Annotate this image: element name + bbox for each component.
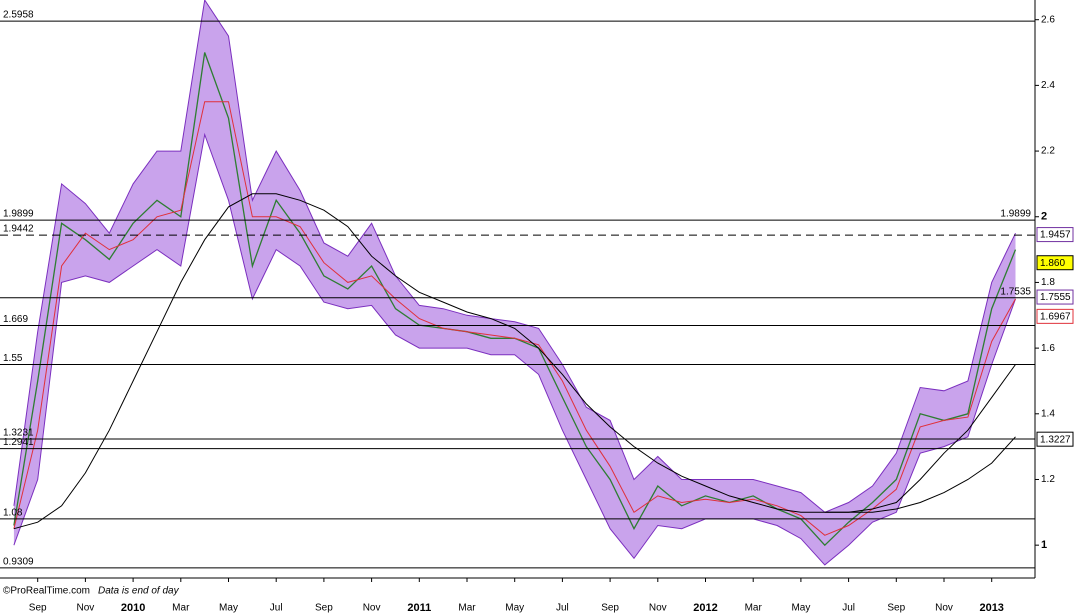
x-tick-label: 2012 [693,602,717,614]
price-tag-label: 1.6967 [1040,311,1071,322]
level-label: 1.9442 [3,224,34,235]
price-tag-label: 1.7555 [1040,292,1071,303]
level-label: 0.9309 [3,556,34,567]
price-tag-label: 1.9457 [1040,230,1071,241]
x-tick-label: May [505,603,524,614]
y-tick-label: 2.6 [1041,14,1055,25]
x-tick-label: Mar [745,603,763,614]
price-tag [1036,308,1074,324]
x-tick-label: 2011 [407,602,431,614]
y-tick-label: 1 [1041,539,1047,551]
x-tick-label: Sep [315,603,333,614]
price-tag-label: 1.3227 [1040,434,1071,445]
x-tick-label: Nov [363,603,381,614]
x-tick-label: Mar [172,603,190,614]
level-label: 1.3231 [3,428,34,439]
y-tick-label: 2.2 [1041,146,1055,157]
y-tick-label: 1.6 [1041,343,1055,354]
x-tick-label: Sep [887,603,905,614]
x-tick-label: Jul [842,603,855,614]
level-label: 1.55 [3,353,23,364]
moving-average [13,101,1016,536]
y-tick-label: 2 [1041,211,1047,223]
x-tick-label: Nov [649,603,667,614]
x-tick-label: Jul [556,603,569,614]
y-tick-label: 2.4 [1041,80,1055,91]
x-tick-label: 2010 [121,602,145,614]
level-label: 1.9899 [1000,209,1031,220]
x-tick-label: Jul [270,603,283,614]
price-tag [1036,227,1074,243]
x-tick-label: Sep [601,603,619,614]
level-label: 2.5958 [3,10,34,21]
y-tick-label: 1.4 [1041,408,1055,419]
level-label: 1.2941 [3,437,34,448]
band-line [13,0,1016,513]
price-tag [1036,255,1074,271]
plot [0,0,1035,569]
footer-note: Data is end of day [98,586,180,597]
x-tick-label: Nov [935,603,953,614]
x-tick-label: May [791,603,810,614]
x-tick-label: 2013 [979,602,1003,614]
x-tick-label: Sep [29,603,47,614]
x-tick-label: May [219,603,238,614]
price-tag-label: 1.860 [1040,258,1065,269]
level-label: 1.7535 [1000,286,1031,297]
x-tick-label: Nov [77,603,95,614]
footer-brand: ©ProRealTime.com [3,586,90,597]
price-tag [1036,431,1074,447]
level-label: 1.9899 [3,209,34,220]
y-tick-label: 1.8 [1041,277,1055,288]
level-label: 1.669 [3,314,28,325]
band-line [13,132,1016,566]
level-label: 1.08 [3,508,23,519]
y-tick-label: 1.2 [1041,474,1055,485]
moving-average [824,436,1016,513]
x-tick-label: Mar [458,603,476,614]
price-tag [1036,289,1074,305]
